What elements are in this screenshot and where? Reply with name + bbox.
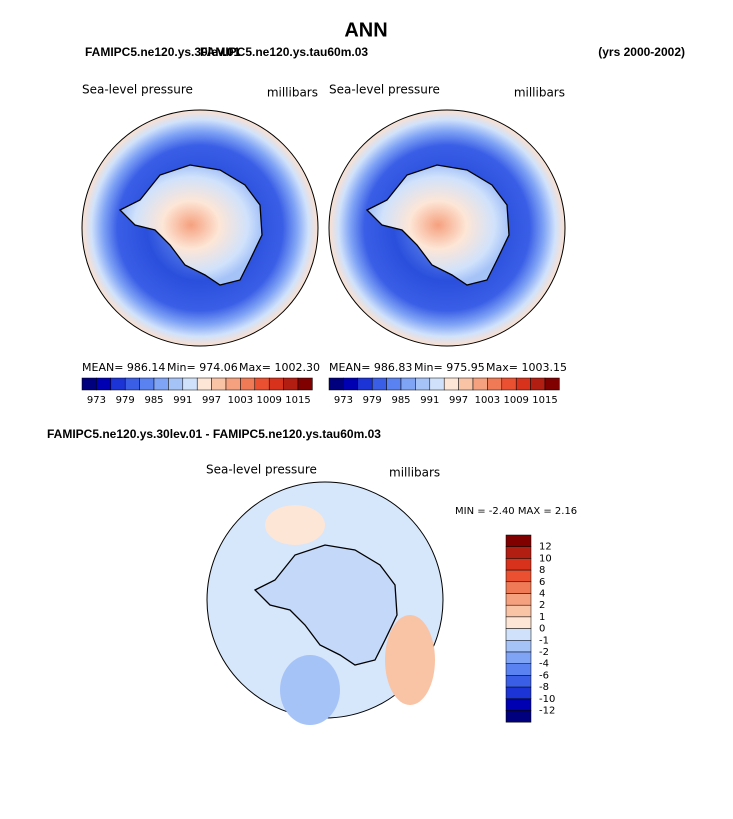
stat: Max= 1003.15 bbox=[486, 361, 567, 374]
colorbar-label: 6 bbox=[539, 577, 545, 588]
colorbar-box bbox=[357, 377, 373, 391]
colorbar-box bbox=[400, 377, 416, 391]
colorbar-box bbox=[505, 616, 532, 629]
colorbar-box bbox=[211, 377, 227, 391]
colorbar-label: 1015 bbox=[285, 395, 310, 406]
stat: Min= 974.06 bbox=[167, 361, 238, 374]
colorbar-box bbox=[505, 581, 532, 594]
colorbar-label: 1009 bbox=[256, 395, 281, 406]
colorbar-label: 973 bbox=[334, 395, 353, 406]
colorbar-label: -12 bbox=[539, 706, 555, 717]
colorbar-label: 1003 bbox=[228, 395, 253, 406]
colorbar-box bbox=[472, 377, 488, 391]
case-name: FAMIPC5.ne120.ys.tau60m.03 bbox=[200, 45, 368, 59]
colorbar-box bbox=[505, 640, 532, 653]
colorbar-box bbox=[297, 377, 313, 391]
colorbar-box bbox=[505, 593, 532, 606]
colorbar-box bbox=[168, 377, 184, 391]
colorbar-label: 12 bbox=[539, 542, 552, 553]
colorbar-label: 997 bbox=[449, 395, 468, 406]
colorbar-box bbox=[225, 377, 241, 391]
stat: MEAN= 986.14 bbox=[82, 361, 165, 374]
units: millibars bbox=[267, 86, 318, 100]
colorbar-label: 985 bbox=[144, 395, 163, 406]
colorbar-box bbox=[458, 377, 474, 391]
colorbar-box bbox=[371, 377, 387, 391]
colorbar-box bbox=[505, 604, 532, 618]
colorbar-label: 10 bbox=[539, 553, 552, 564]
colorbar-label: 979 bbox=[116, 395, 135, 406]
colorbar-box bbox=[196, 377, 212, 391]
colorbar-box bbox=[505, 710, 532, 723]
colorbar-box bbox=[544, 377, 560, 391]
colorbar-label: -10 bbox=[539, 694, 555, 705]
colorbar-box bbox=[487, 377, 503, 391]
colorbar-box bbox=[505, 675, 532, 688]
colorbar-label: 1003 bbox=[475, 395, 500, 406]
colorbar-label: -1 bbox=[539, 635, 549, 646]
colorbar-box bbox=[505, 686, 532, 700]
colorbar-box bbox=[501, 377, 517, 391]
colorbar-label: 985 bbox=[391, 395, 410, 406]
units: millibars bbox=[514, 86, 565, 100]
colorbar-box bbox=[343, 377, 359, 391]
colorbar-box bbox=[254, 377, 270, 391]
colorbar-box bbox=[443, 377, 459, 391]
colorbar-label: 8 bbox=[539, 565, 545, 576]
colorbar-box bbox=[515, 377, 531, 391]
colorbar-label: 1 bbox=[539, 612, 545, 623]
colorbar-label: 4 bbox=[539, 589, 545, 600]
colorbar-box bbox=[505, 546, 532, 559]
colorbar-label: 1015 bbox=[532, 395, 557, 406]
colorbar-label: 2 bbox=[539, 600, 545, 611]
colorbar-label: -8 bbox=[539, 682, 549, 693]
colorbar-box bbox=[505, 628, 532, 641]
colorbar-label: -4 bbox=[539, 659, 549, 670]
colorbar-box bbox=[268, 377, 284, 391]
colorbar-label: 973 bbox=[87, 395, 106, 406]
colorbar-label: 0 bbox=[539, 624, 545, 635]
colorbar-box bbox=[182, 377, 198, 391]
colorbar-box bbox=[505, 569, 532, 583]
stat: Min= 975.95 bbox=[414, 361, 485, 374]
colorbar-label: -6 bbox=[539, 670, 549, 681]
colorbar-label: 991 bbox=[173, 395, 192, 406]
colorbar-box bbox=[429, 377, 445, 391]
units: millibars bbox=[389, 466, 440, 480]
colorbar-box bbox=[415, 377, 431, 391]
colorbar-box bbox=[505, 558, 532, 571]
colorbar-box bbox=[505, 534, 532, 547]
colorbar-label: 1009 bbox=[503, 395, 528, 406]
colorbar-label: -2 bbox=[539, 647, 549, 658]
colorbar-box bbox=[386, 377, 402, 391]
colorbar-box bbox=[505, 651, 532, 664]
colorbar-box bbox=[240, 377, 256, 391]
colorbar-box bbox=[153, 377, 169, 391]
colorbar-box bbox=[328, 377, 344, 391]
colorbar-label: 997 bbox=[202, 395, 221, 406]
stat: Max= 1002.30 bbox=[239, 361, 320, 374]
colorbar-box bbox=[505, 698, 532, 711]
field: Sea-level pressure bbox=[329, 83, 440, 97]
stat: MEAN= 986.83 bbox=[329, 361, 412, 374]
years: (yrs 2000-2002) bbox=[598, 45, 685, 59]
title: ANN bbox=[344, 19, 387, 41]
case-name: FAMIPC5.ne120.ys.30lev.01 bbox=[85, 45, 241, 59]
colorbar-box bbox=[530, 377, 546, 391]
colorbar-box bbox=[96, 377, 112, 391]
range: MIN = -2.40 MAX = 2.16 bbox=[455, 506, 577, 517]
diff-title: FAMIPC5.ne120.ys.30lev.01 - FAMIPC5.ne12… bbox=[47, 427, 381, 441]
field: Sea-level pressure bbox=[206, 463, 317, 477]
colorbar-label: 991 bbox=[420, 395, 439, 406]
colorbar-box bbox=[81, 377, 97, 391]
map bbox=[81, 109, 566, 725]
colorbar-box bbox=[110, 377, 126, 391]
colorbar-label: 979 bbox=[363, 395, 382, 406]
colorbar-box bbox=[139, 377, 155, 391]
colorbar-box bbox=[283, 377, 299, 391]
field: Sea-level pressure bbox=[82, 83, 193, 97]
colorbar-box bbox=[505, 663, 532, 676]
colorbar-box bbox=[124, 377, 140, 391]
